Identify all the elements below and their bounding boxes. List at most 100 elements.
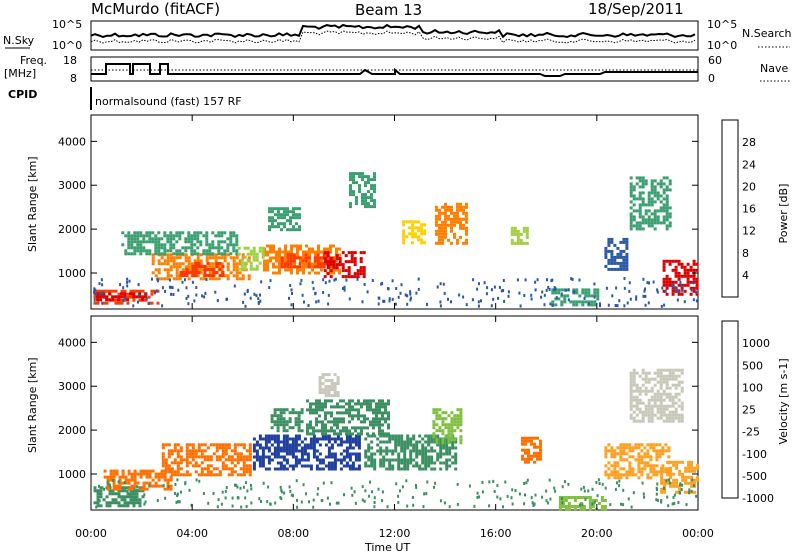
- echo-cell: [208, 277, 212, 281]
- echo-cell: [427, 458, 431, 462]
- echo-cell: [232, 231, 236, 235]
- echo-cell: [123, 489, 127, 493]
- speckle: [137, 283, 140, 287]
- echo-cell: [318, 402, 321, 406]
- speckle: [236, 485, 239, 489]
- echo-cell: [255, 455, 259, 459]
- echo-cell: [665, 188, 669, 192]
- echo-cell: [662, 410, 666, 414]
- echo-cell: [294, 411, 298, 415]
- echo-cell: [447, 205, 450, 209]
- echo-cell: [442, 452, 446, 456]
- echo-cell: [229, 231, 233, 235]
- echo-cell: [348, 455, 352, 459]
- echo-cell: [121, 475, 125, 479]
- echo-cell: [619, 446, 623, 450]
- echo-cell: [324, 399, 327, 403]
- echo-cell: [638, 215, 642, 219]
- speckle: [176, 500, 179, 504]
- speckle: [593, 282, 596, 286]
- echo-cell: [315, 417, 318, 421]
- echo-cell: [297, 411, 301, 415]
- echo-cell: [357, 452, 361, 456]
- echo-cell: [341, 269, 345, 273]
- echo-cell: [120, 298, 124, 302]
- echo-cell: [276, 461, 280, 465]
- echo-cell: [444, 217, 447, 221]
- speckle: [417, 277, 420, 281]
- echo-cell: [629, 386, 633, 390]
- echo-cell: [622, 467, 626, 471]
- echo-cell: [375, 414, 378, 418]
- echo-cell: [194, 271, 198, 274]
- echo-cell: [133, 237, 137, 241]
- echo-cell: [367, 205, 370, 209]
- echo-cell: [294, 440, 298, 444]
- echo-cell: [154, 243, 158, 247]
- echo-cell: [629, 392, 633, 396]
- echo-cell: [145, 234, 149, 238]
- echo-cell: [403, 440, 407, 444]
- echo-cell: [170, 452, 174, 456]
- echo-cell: [385, 434, 389, 438]
- speckle: [363, 499, 366, 503]
- echo-cell: [402, 220, 406, 224]
- echo-cell: [663, 490, 667, 494]
- echo-cell: [176, 470, 180, 474]
- echo-cell: [178, 252, 182, 256]
- echo-cell: [270, 414, 274, 418]
- echo-cell: [296, 253, 299, 257]
- echo-cell: [117, 295, 121, 299]
- echo-cell: [447, 423, 451, 427]
- echo-cell: [567, 496, 571, 499]
- echo-cell: [321, 458, 325, 462]
- echo-cell: [249, 264, 253, 268]
- speckle: [244, 496, 247, 500]
- echo-cell: [279, 417, 283, 421]
- echo-cell: [665, 274, 669, 278]
- echo-cell: [539, 439, 542, 443]
- echo-cell: [655, 458, 659, 462]
- echo-cell: [311, 247, 314, 251]
- echo-cell: [361, 175, 364, 179]
- echo-cell: [665, 209, 669, 213]
- echo-cell: [653, 191, 657, 195]
- echo-cell: [447, 223, 450, 227]
- echo-cell: [348, 411, 351, 415]
- echo-cell: [342, 405, 345, 409]
- echo-cell: [665, 386, 669, 390]
- echo-cell: [209, 458, 213, 462]
- echo-cell: [640, 458, 644, 462]
- echo-cell: [400, 446, 404, 450]
- echo-cell: [345, 455, 349, 459]
- echo-cell: [214, 256, 218, 260]
- echo-cell: [435, 241, 438, 245]
- echo-cell: [202, 249, 206, 253]
- echo-cell: [309, 402, 312, 406]
- echo-cell: [364, 175, 367, 179]
- echo-cell: [441, 429, 445, 433]
- echo-cell: [138, 298, 142, 302]
- echo-cell: [671, 259, 675, 263]
- speckle: [337, 501, 340, 505]
- echo-cell: [285, 408, 289, 412]
- freq-unit-label: [MHz]: [4, 67, 36, 80]
- echo-cell: [160, 256, 164, 260]
- echo-cell: [674, 386, 678, 390]
- echo-cell: [447, 414, 451, 418]
- speckle: [691, 478, 694, 482]
- echo-cell: [604, 464, 608, 468]
- echo-cell: [176, 473, 180, 477]
- echo-cell: [357, 432, 360, 436]
- echo-cell: [227, 455, 231, 459]
- echo-cell: [370, 464, 374, 468]
- echo-cell: [643, 464, 647, 468]
- speckle: [143, 502, 146, 506]
- echo-cell: [111, 501, 115, 505]
- echo-cell: [632, 371, 636, 375]
- echo-cell: [324, 429, 327, 433]
- echo-cell: [157, 243, 161, 247]
- echo-cell: [610, 249, 614, 253]
- freq-tick-top: 18: [63, 54, 77, 67]
- echo-cell: [668, 280, 672, 284]
